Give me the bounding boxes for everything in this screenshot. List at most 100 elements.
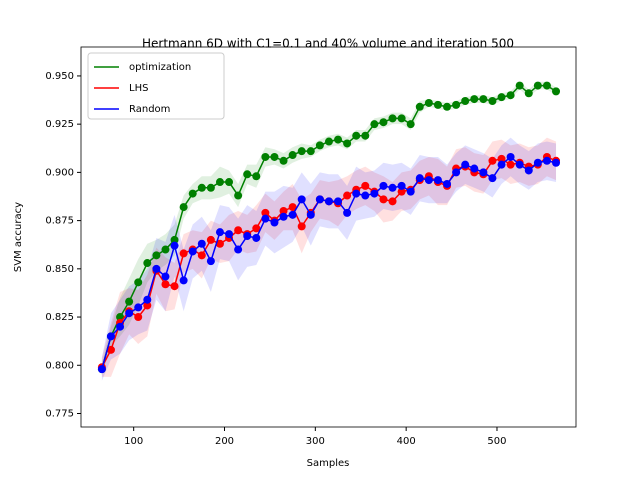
point [125, 297, 134, 306]
point [206, 235, 215, 244]
point [397, 114, 406, 123]
point [179, 203, 188, 212]
point [243, 232, 252, 241]
point [343, 139, 352, 148]
point [225, 230, 234, 239]
point [533, 158, 542, 167]
point [252, 233, 261, 242]
point [506, 152, 515, 161]
point [542, 156, 551, 165]
point [106, 332, 115, 341]
point [143, 301, 152, 310]
point [424, 98, 433, 107]
x-axis-label: Samples [307, 458, 350, 469]
point [234, 191, 243, 200]
point [179, 249, 188, 258]
point [452, 100, 461, 109]
point [506, 160, 515, 169]
point [170, 241, 179, 250]
point [388, 197, 397, 206]
point [415, 174, 424, 183]
point [270, 218, 279, 227]
point [243, 170, 252, 179]
point [234, 245, 243, 254]
point [361, 191, 370, 200]
point [343, 208, 352, 217]
point [397, 181, 406, 190]
point [470, 164, 479, 173]
point [152, 264, 161, 273]
point [261, 214, 270, 223]
point [143, 295, 152, 304]
legend-label: LHS [129, 83, 148, 94]
point [197, 251, 206, 260]
point [315, 195, 324, 204]
y-tick-label: 0.900 [45, 167, 74, 178]
point [497, 93, 506, 102]
point [388, 114, 397, 123]
point [524, 89, 533, 98]
point [497, 154, 506, 163]
point [542, 81, 551, 90]
point [279, 156, 288, 165]
point [252, 172, 261, 181]
point [443, 102, 452, 111]
point [306, 210, 315, 219]
plot-frame [80, 46, 577, 428]
point [497, 160, 506, 169]
point [134, 313, 143, 322]
point [234, 226, 243, 235]
point [306, 147, 315, 156]
point [343, 191, 352, 200]
y-tick-label: 0.800 [45, 360, 74, 371]
point [125, 309, 134, 318]
point [533, 81, 542, 90]
point [515, 81, 524, 90]
y-tick-label: 0.950 [45, 71, 74, 82]
point [134, 278, 143, 287]
point [297, 147, 306, 156]
point [524, 166, 533, 175]
point [161, 272, 170, 281]
error-band [101, 137, 557, 377]
point [197, 183, 206, 192]
point [370, 120, 379, 129]
point [370, 189, 379, 198]
y-tick-label: 0.875 [45, 216, 74, 227]
point [506, 91, 515, 100]
point [334, 197, 343, 206]
legend-box [87, 52, 225, 120]
point [315, 141, 324, 150]
x-tick-label: 400 [397, 436, 416, 447]
point [188, 247, 197, 256]
point [261, 152, 270, 161]
point [161, 280, 170, 289]
x-tick-label: 300 [306, 436, 325, 447]
y-tick-label: 0.850 [45, 264, 74, 275]
point [552, 87, 561, 96]
point [288, 151, 297, 160]
point [470, 95, 479, 104]
point [106, 345, 115, 354]
point [279, 206, 288, 215]
point [488, 97, 497, 106]
point [188, 189, 197, 198]
point [379, 195, 388, 204]
chart-title: Hertmann 6D with C1=0.1 and 40% volume a… [142, 37, 514, 51]
point [488, 174, 497, 183]
point [134, 303, 143, 312]
point [116, 313, 125, 322]
point [461, 160, 470, 169]
point [179, 276, 188, 285]
y-tick-label: 0.825 [45, 312, 74, 323]
point [361, 181, 370, 190]
point [406, 187, 415, 196]
point [197, 239, 206, 248]
point [97, 365, 106, 374]
point [270, 152, 279, 161]
point [415, 102, 424, 111]
x-tick-label: 200 [215, 436, 234, 447]
point [552, 158, 561, 167]
point [379, 118, 388, 127]
